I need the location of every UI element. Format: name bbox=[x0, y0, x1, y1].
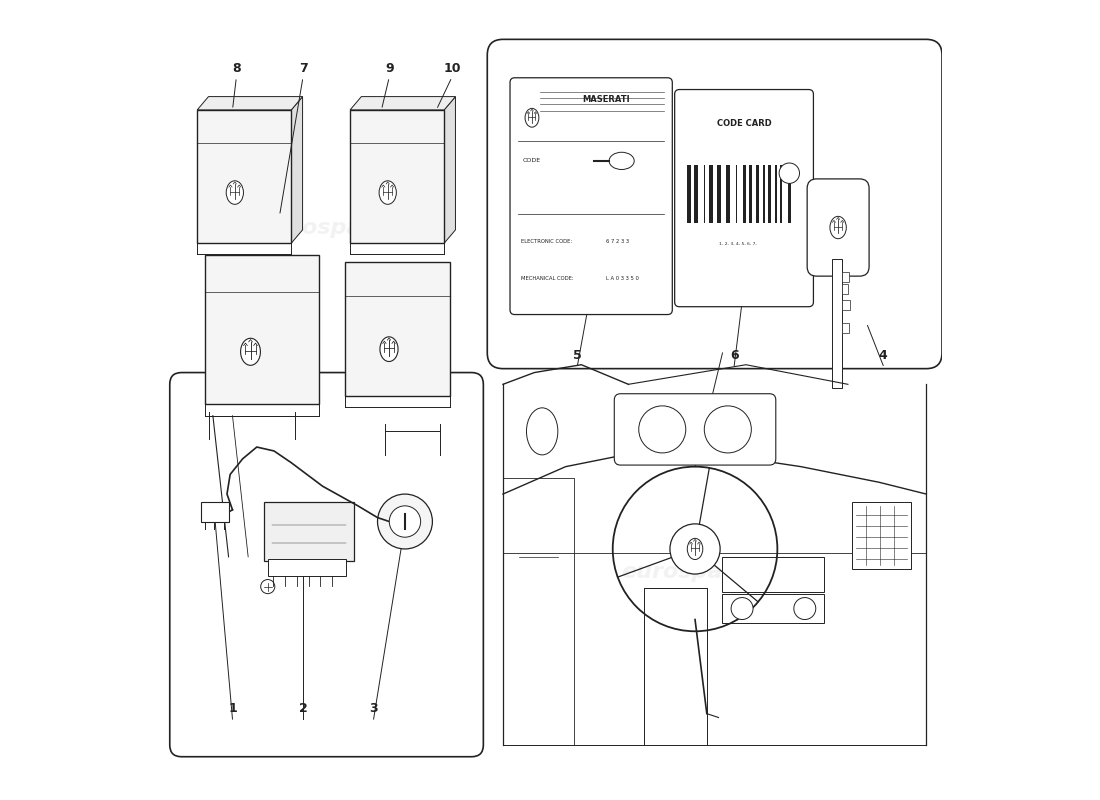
Bar bbox=[717, 165, 720, 223]
Ellipse shape bbox=[609, 152, 635, 170]
Text: MASERATI: MASERATI bbox=[583, 95, 630, 104]
Circle shape bbox=[794, 598, 816, 619]
Circle shape bbox=[377, 494, 432, 549]
Bar bbox=[726, 165, 730, 223]
FancyBboxPatch shape bbox=[510, 78, 672, 314]
Bar bbox=[843, 284, 848, 294]
Bar bbox=[201, 502, 229, 522]
Text: 1: 1 bbox=[228, 702, 236, 715]
Ellipse shape bbox=[227, 181, 243, 204]
Circle shape bbox=[639, 406, 685, 453]
Bar bbox=[704, 165, 705, 223]
Circle shape bbox=[261, 579, 275, 594]
Text: 2: 2 bbox=[299, 702, 307, 715]
Bar bbox=[749, 165, 751, 223]
Text: 4: 4 bbox=[879, 350, 888, 362]
Bar bbox=[833, 259, 843, 388]
Bar bbox=[843, 272, 849, 282]
Circle shape bbox=[670, 524, 720, 574]
Ellipse shape bbox=[241, 338, 261, 366]
Bar bbox=[780, 165, 782, 223]
Text: 8: 8 bbox=[232, 62, 241, 74]
Bar bbox=[736, 165, 737, 223]
FancyBboxPatch shape bbox=[169, 373, 483, 757]
Text: 10: 10 bbox=[443, 62, 461, 74]
Bar bbox=[264, 502, 354, 561]
Bar bbox=[776, 165, 777, 223]
Ellipse shape bbox=[379, 337, 398, 362]
Bar bbox=[768, 165, 771, 223]
Polygon shape bbox=[344, 262, 450, 396]
Bar bbox=[843, 323, 849, 334]
Circle shape bbox=[389, 506, 420, 538]
Bar bbox=[688, 165, 691, 223]
Circle shape bbox=[704, 406, 751, 453]
Bar bbox=[723, 557, 824, 592]
Bar bbox=[694, 165, 698, 223]
Polygon shape bbox=[197, 110, 292, 243]
Ellipse shape bbox=[829, 216, 846, 238]
Text: eurospares: eurospares bbox=[620, 562, 761, 582]
Polygon shape bbox=[350, 97, 455, 110]
Text: eurospares: eurospares bbox=[260, 562, 400, 582]
Polygon shape bbox=[350, 110, 444, 243]
Bar bbox=[851, 502, 911, 569]
Bar bbox=[788, 165, 791, 223]
Polygon shape bbox=[205, 255, 319, 404]
Bar bbox=[763, 165, 764, 223]
FancyBboxPatch shape bbox=[674, 90, 813, 306]
Bar bbox=[744, 165, 746, 223]
Text: 5: 5 bbox=[573, 350, 582, 362]
Ellipse shape bbox=[525, 108, 539, 127]
Polygon shape bbox=[292, 97, 302, 243]
Polygon shape bbox=[444, 97, 455, 243]
Circle shape bbox=[732, 598, 754, 619]
Text: CODE: CODE bbox=[522, 158, 541, 163]
Text: CODE CARD: CODE CARD bbox=[717, 119, 771, 128]
Ellipse shape bbox=[688, 538, 703, 559]
Bar bbox=[843, 300, 850, 310]
Text: eurospares: eurospares bbox=[260, 218, 400, 238]
Text: eurospares: eurospares bbox=[620, 218, 761, 238]
Ellipse shape bbox=[527, 408, 558, 455]
Bar bbox=[757, 165, 759, 223]
FancyBboxPatch shape bbox=[614, 394, 776, 465]
Text: 6 7 2 3 3: 6 7 2 3 3 bbox=[606, 239, 629, 244]
FancyBboxPatch shape bbox=[487, 39, 942, 369]
Text: 6: 6 bbox=[730, 350, 738, 362]
FancyBboxPatch shape bbox=[807, 179, 869, 276]
Text: 9: 9 bbox=[385, 62, 394, 74]
Ellipse shape bbox=[379, 181, 396, 204]
Text: L A 0 3 3 5 0: L A 0 3 3 5 0 bbox=[606, 275, 639, 281]
Text: 7: 7 bbox=[299, 62, 307, 74]
Bar bbox=[267, 559, 346, 576]
Circle shape bbox=[779, 163, 800, 183]
Text: ELECTRONIC CODE:: ELECTRONIC CODE: bbox=[521, 239, 572, 244]
Bar bbox=[708, 165, 713, 223]
Bar bbox=[723, 594, 824, 623]
Text: MECHANICAL CODE:: MECHANICAL CODE: bbox=[521, 275, 573, 281]
Text: 1- 2- 3, 4, 5, 6, 7,: 1- 2- 3, 4, 5, 6, 7, bbox=[718, 242, 757, 246]
Polygon shape bbox=[197, 97, 303, 110]
Text: 3: 3 bbox=[370, 702, 378, 715]
